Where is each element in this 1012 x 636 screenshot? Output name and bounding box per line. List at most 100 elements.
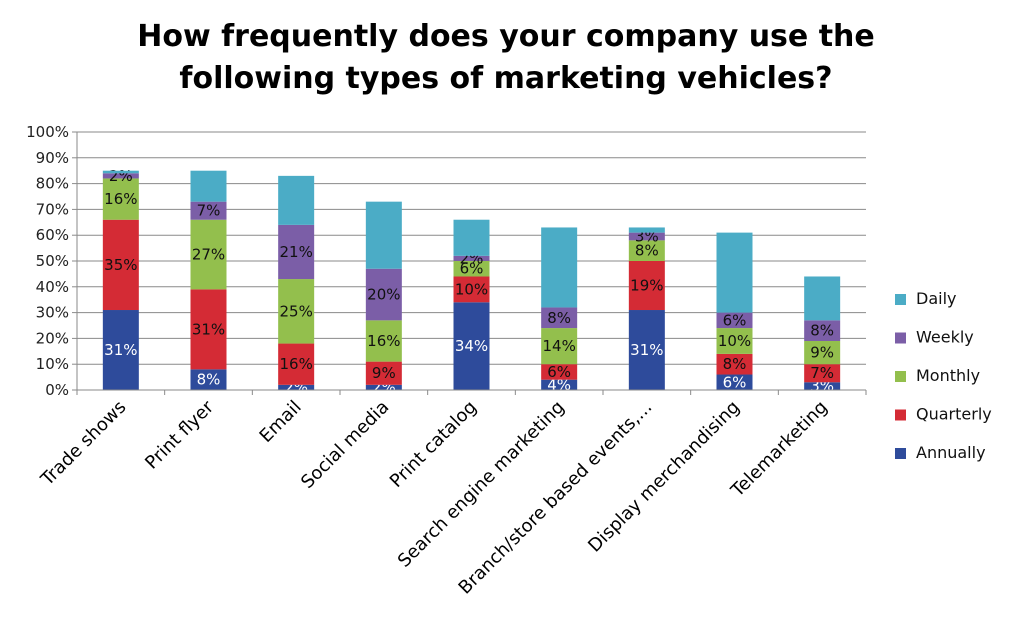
bar-segment [541, 227, 578, 308]
bar-segment [190, 219, 227, 290]
chart-title-line-2: following types of marketing vehicles? [179, 61, 833, 96]
data-label: 7% [197, 202, 221, 220]
legend-swatch [895, 448, 906, 459]
data-label: 4% [547, 376, 571, 394]
data-label: 6% [723, 311, 747, 329]
bar-stack: 2%9%16%20% [365, 201, 402, 396]
x-tick-label: Branch/store based events,... [455, 397, 657, 599]
legend-swatch [895, 409, 906, 421]
data-label: 6% [547, 363, 571, 381]
y-tick-label: 30% [36, 304, 69, 322]
data-label: 8% [723, 355, 747, 373]
x-tick-label: Display merchandising [584, 397, 744, 557]
bar-segment [278, 384, 315, 390]
data-label: 25% [279, 302, 312, 320]
bar-segment [453, 219, 490, 256]
bar-segment [102, 170, 139, 174]
bar-segment [804, 276, 841, 321]
data-label: 35% [104, 256, 137, 274]
bar-segment [278, 343, 315, 385]
data-label: 2% [109, 167, 133, 185]
bar-segment [278, 224, 315, 280]
y-tick-label: 20% [36, 329, 69, 347]
y-axis: 0% 10% 20% 30% 40% 50% 60% 70% 80% 90% 100% [26, 123, 78, 399]
bar-segment [628, 261, 665, 311]
data-label: 6% [723, 373, 747, 391]
data-label: 20% [367, 286, 400, 304]
y-tick-label: 90% [36, 149, 69, 167]
legend: Daily Weekly Monthly Quarterly Annually [895, 289, 992, 462]
bar-segment [365, 201, 402, 269]
bar-segment [804, 340, 841, 365]
legend-item: Annually [895, 443, 986, 462]
y-tick-label: 0% [45, 381, 69, 399]
y-tick-label: 60% [36, 226, 69, 244]
x-tick-label: Email [256, 397, 306, 447]
bar-segment [102, 178, 139, 220]
bar-segment [190, 289, 227, 370]
data-label: 14% [542, 337, 575, 355]
bar-stack: 4%6% 14% 8% [541, 227, 578, 394]
data-label: 31% [104, 341, 137, 359]
bar-segment [628, 310, 665, 390]
y-tick-label: 50% [36, 252, 69, 270]
data-label: 9% [372, 364, 396, 382]
bar-segment [102, 310, 139, 390]
y-tick-label: 10% [36, 355, 69, 373]
legend-swatch [895, 371, 906, 382]
data-label: 8% [635, 242, 659, 260]
data-label: 10% [455, 280, 488, 298]
bar-segment [453, 255, 490, 261]
data-label: 16% [279, 355, 312, 373]
bar-stacks: 31%35%16%2%8%31%27%7%2%16%25%21%2%9%16%2… [102, 167, 841, 396]
legend-item: Daily [895, 289, 956, 308]
data-label: 8% [810, 322, 834, 340]
x-tick-label: Social media [297, 397, 393, 493]
bar-segment [453, 261, 490, 277]
bar-stack: 2%16%25%21% [278, 175, 315, 396]
data-label: 8% [547, 309, 571, 327]
bar-segment [541, 328, 578, 365]
data-label: 21% [279, 243, 312, 261]
legend-item: Quarterly [895, 405, 992, 424]
bar-segment [365, 320, 402, 362]
legend-swatch [895, 294, 906, 305]
bar-segment [541, 364, 578, 380]
bar-stack: 31% 35% 16% 2% [102, 167, 139, 390]
data-label: 31% [192, 320, 225, 338]
bar-segment [278, 175, 315, 225]
data-label: 34% [455, 337, 488, 355]
x-tick-label: Trade shows [36, 397, 130, 491]
y-tick-label: 70% [36, 200, 69, 218]
bar-segment [716, 353, 753, 375]
bar-stack: 6%8%10%6% [716, 232, 753, 391]
y-tick-label: 80% [36, 175, 69, 193]
bar-segment [804, 364, 841, 383]
legend-item: Weekly [895, 328, 974, 347]
x-tick-label: Print catalog [386, 397, 481, 492]
bar-segment [716, 328, 753, 354]
bar-stack: 34%10%6%2% [453, 219, 490, 390]
bar-segment [365, 361, 402, 385]
bar-segment [278, 279, 315, 344]
bar-segment [716, 374, 753, 390]
bar-segment [102, 219, 139, 311]
bar-segment [804, 320, 841, 341]
data-label: 31% [630, 341, 663, 359]
chart-title: How frequently does your company use the… [0, 16, 1012, 100]
bar-segment [365, 268, 402, 321]
bar-segment [365, 384, 402, 390]
data-label: 19% [630, 277, 663, 295]
bar-segment [453, 276, 490, 303]
data-label: 16% [104, 190, 137, 208]
data-label: 16% [367, 332, 400, 350]
bar-segment [541, 379, 578, 390]
bar-stack: 31%19%8%3% [628, 227, 665, 390]
bar-segment [628, 240, 665, 261]
bar-segment [190, 170, 227, 202]
legend-label: Daily [916, 289, 956, 308]
bar-segment [190, 201, 227, 220]
bar-segment [628, 232, 665, 241]
